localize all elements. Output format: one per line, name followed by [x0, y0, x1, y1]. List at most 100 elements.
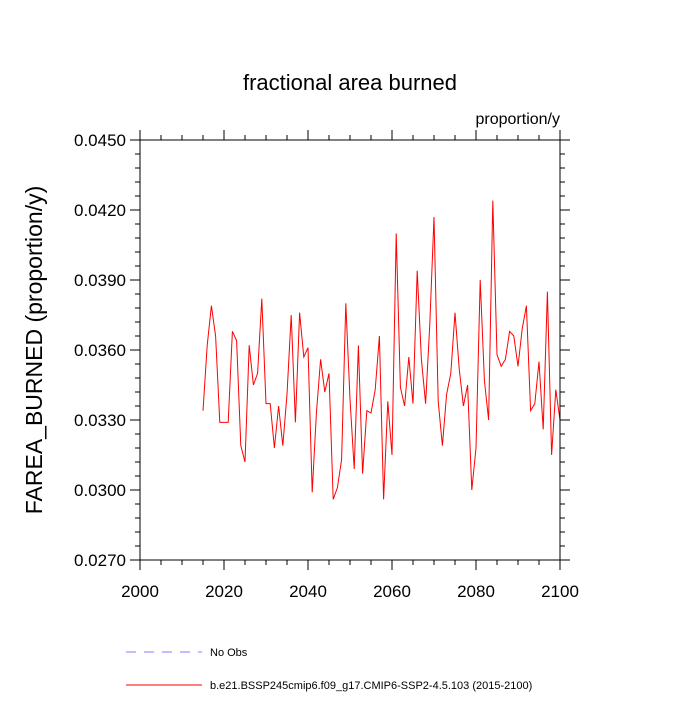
- data-point: [269, 402, 271, 404]
- data-point: [210, 304, 212, 306]
- data-point: [555, 388, 557, 390]
- data-point: [454, 311, 456, 313]
- data-point: [462, 405, 464, 407]
- data-point: [353, 468, 355, 470]
- data-point: [273, 447, 275, 449]
- data-point: [433, 216, 435, 218]
- plot-frame: [139, 139, 561, 561]
- series-line-0: [202, 200, 561, 500]
- axis-ticks: [130, 130, 570, 570]
- data-point: [340, 458, 342, 460]
- data-point: [282, 444, 284, 446]
- data-point: [374, 388, 376, 390]
- data-point: [521, 328, 523, 330]
- data-point: [395, 232, 397, 234]
- data-point: [240, 444, 242, 446]
- data-point: [508, 330, 510, 332]
- data-point: [202, 409, 204, 411]
- data-point: [332, 498, 334, 500]
- data-point: [311, 491, 313, 493]
- data-point: [382, 498, 384, 500]
- x-tick-label: 2060: [373, 582, 411, 601]
- data-point: [445, 393, 447, 395]
- data-point: [416, 269, 418, 271]
- data-point: [500, 365, 502, 367]
- data-point: [429, 323, 431, 325]
- data-point: [479, 279, 481, 281]
- data-point: [298, 311, 300, 313]
- y-tick-label: 0.0360: [74, 341, 126, 360]
- data-point: [345, 302, 347, 304]
- x-tick-label: 2080: [457, 582, 495, 601]
- data-point: [420, 358, 422, 360]
- units-label: proportion/y: [476, 111, 561, 128]
- data-point: [475, 447, 477, 449]
- data-point: [366, 409, 368, 411]
- y-axis-title: FAREA_BURNED (proportion/y): [21, 186, 47, 515]
- data-point: [361, 472, 363, 474]
- data-point: [315, 412, 317, 414]
- x-tick-label: 2040: [289, 582, 327, 601]
- data-point: [294, 421, 296, 423]
- data-point: [248, 344, 250, 346]
- data-point: [370, 412, 372, 414]
- chart-title: fractional area burned: [243, 70, 457, 95]
- x-tick-label: 2000: [121, 582, 159, 601]
- data-point: [214, 335, 216, 337]
- data-point: [227, 421, 229, 423]
- data-point: [391, 454, 393, 456]
- data-point: [504, 358, 506, 360]
- data-point: [529, 409, 531, 411]
- y-tick-label: 0.0420: [74, 201, 126, 220]
- data-point: [261, 297, 263, 299]
- data-point: [492, 199, 494, 201]
- data-point: [286, 393, 288, 395]
- data-point: [538, 360, 540, 362]
- data-point: [403, 405, 405, 407]
- data-point: [290, 314, 292, 316]
- data-point: [378, 335, 380, 337]
- data-point: [525, 304, 527, 306]
- data-point: [387, 400, 389, 402]
- data-point: [244, 461, 246, 463]
- data-point: [546, 290, 548, 292]
- y-tick-label: 0.0270: [74, 551, 126, 570]
- data-point: [336, 486, 338, 488]
- data-point: [256, 372, 258, 374]
- data-point: [265, 402, 267, 404]
- x-tick-label: 2100: [541, 582, 579, 601]
- legend-label-no-obs: No Obs: [210, 647, 248, 659]
- data-point: [303, 356, 305, 358]
- data-point: [223, 421, 225, 423]
- data-point: [542, 428, 544, 430]
- data-point: [408, 356, 410, 358]
- data-point: [324, 391, 326, 393]
- y-tick-label: 0.0300: [74, 481, 126, 500]
- data-point: [319, 358, 321, 360]
- data-point: [487, 419, 489, 421]
- legend: No Obs b.e21.BSSP245cmip6.f09_g17.CMIP6-…: [126, 647, 532, 692]
- data-point: [550, 454, 552, 456]
- data-point: [206, 344, 208, 346]
- data-point: [483, 379, 485, 381]
- data-point: [219, 421, 221, 423]
- data-point: [357, 344, 359, 346]
- data-point: [328, 372, 330, 374]
- data-point: [437, 400, 439, 402]
- y-tick-label: 0.0390: [74, 271, 126, 290]
- data-point: [231, 330, 233, 332]
- data-point: [496, 353, 498, 355]
- data-point: [466, 384, 468, 386]
- data-point: [252, 384, 254, 386]
- data-point: [471, 489, 473, 491]
- series-layer: [202, 199, 561, 500]
- data-point: [235, 339, 237, 341]
- data-point: [399, 386, 401, 388]
- data-point: [277, 405, 279, 407]
- data-point: [307, 346, 309, 348]
- y-tick-labels: 0.0270 0.0300 0.0330 0.0360 0.0390 0.0420 0.04…: [74, 131, 126, 570]
- data-point: [517, 365, 519, 367]
- x-tick-label: 2020: [205, 582, 243, 601]
- data-point: [513, 335, 515, 337]
